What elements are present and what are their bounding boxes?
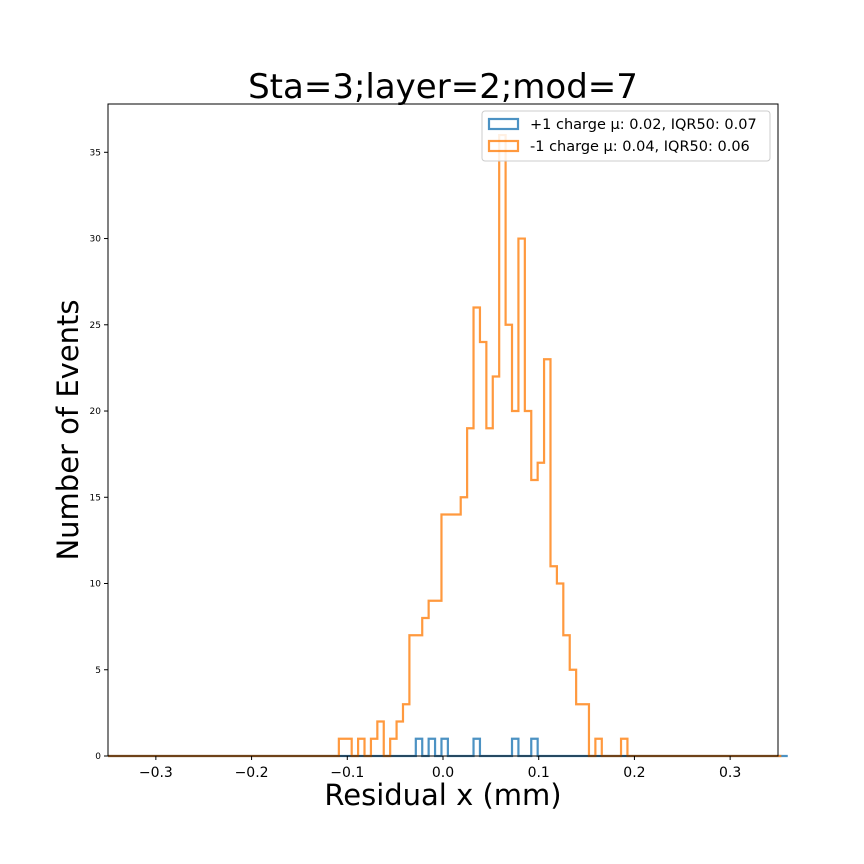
x-tick-label: −0.3	[139, 765, 173, 781]
y-tick-label: 5	[95, 666, 101, 676]
x-tick-label: 0.3	[719, 765, 741, 781]
legend-box	[481, 110, 771, 162]
y-axis-label: Number of Events	[51, 299, 85, 560]
x-tick-label: −0.2	[235, 765, 269, 781]
x-tick-label: 0.0	[432, 765, 454, 781]
y-tick-label: 30	[90, 235, 102, 245]
y-tick-label: 20	[90, 407, 102, 417]
legend-swatch	[487, 117, 520, 131]
x-axis-label: Residual x (mm)	[324, 778, 561, 812]
legend-label: +1 charge μ: 0.02, IQR50: 0.07	[530, 117, 757, 133]
y-tick-label: 10	[90, 580, 102, 590]
y-tick-label: 15	[90, 493, 101, 503]
y-tick-label: 35	[90, 148, 101, 158]
x-tick-label: 0.1	[528, 765, 550, 781]
y-tick-label: 25	[90, 321, 101, 331]
y-axis-ticks: 0 5 10 15 20 25 30 35	[90, 148, 108, 762]
chart-title: Sta=3;layer=2;mod=7	[248, 67, 638, 107]
legend-swatch	[487, 139, 520, 153]
legend: +1 charge μ: 0.02, IQR50: 0.07 -1 charge …	[481, 110, 771, 162]
x-axis-ticks: −0.3 −0.2 −0.1 0.0 0.1 0.2 0.3	[139, 756, 741, 781]
y-tick-label: 0	[95, 752, 101, 762]
x-tick-label: −0.1	[330, 765, 364, 781]
x-tick-label: 0.2	[623, 765, 645, 781]
legend-label: -1 charge μ: 0.04, IQR50: 0.06	[530, 139, 750, 155]
